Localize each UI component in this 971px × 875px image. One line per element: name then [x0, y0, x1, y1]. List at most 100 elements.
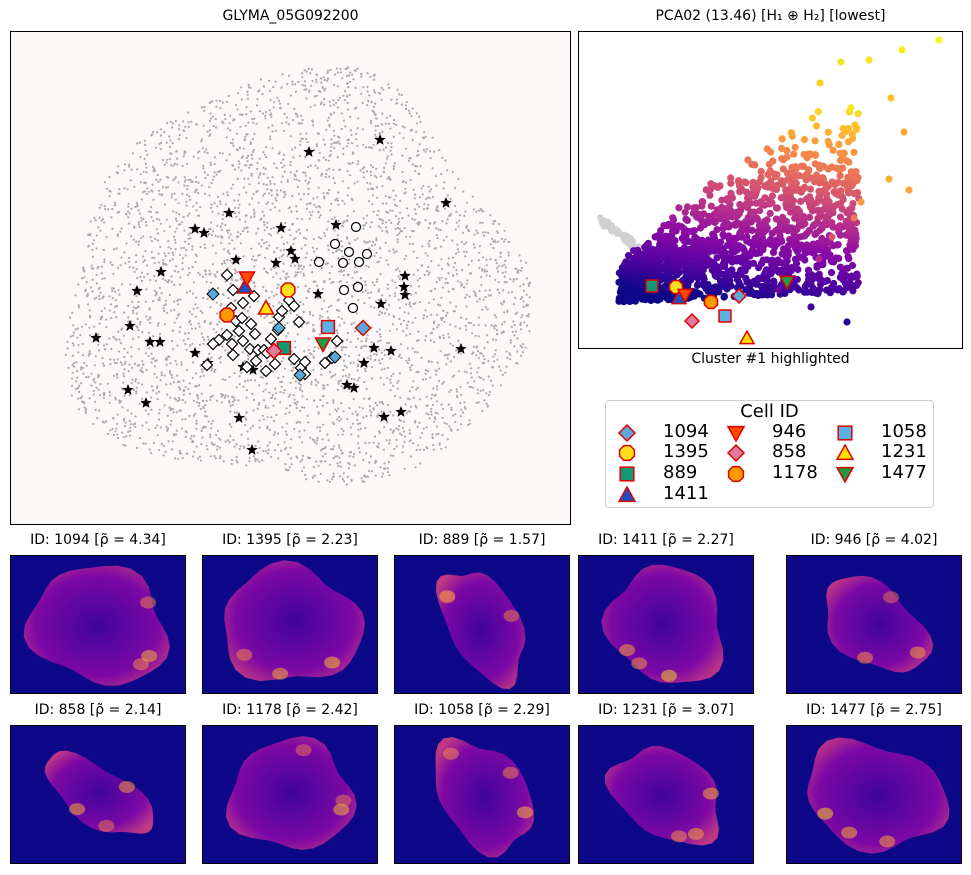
background-cell-point — [221, 378, 224, 381]
background-cell-point — [437, 323, 440, 327]
background-cell-point — [123, 368, 126, 371]
background-cell-point — [408, 390, 412, 393]
background-cell-point — [377, 430, 381, 433]
background-cell-point — [209, 117, 213, 120]
background-cell-point — [152, 357, 155, 360]
background-cell-point — [94, 381, 97, 384]
background-cell-point — [102, 396, 105, 399]
background-cell-point — [420, 187, 423, 190]
background-cell-point — [327, 248, 330, 251]
background-cell-point — [361, 480, 364, 483]
background-cell-point — [289, 308, 292, 312]
background-cell-point — [175, 211, 178, 214]
background-cell-point — [171, 251, 174, 254]
background-cell-point — [191, 376, 194, 379]
background-cell-point — [441, 316, 444, 320]
background-cell-point — [156, 131, 159, 134]
background-cell-point — [453, 355, 456, 359]
background-cell-point — [240, 86, 243, 89]
background-cell-point — [328, 167, 331, 170]
background-cell-point — [323, 299, 326, 302]
background-cell-point — [88, 334, 92, 337]
background-cell-point — [310, 84, 313, 87]
background-cell-point — [202, 399, 205, 403]
background-cell-point — [311, 79, 314, 82]
background-cell-point — [265, 247, 268, 250]
background-cell-point — [219, 455, 222, 458]
background-cell-point — [398, 372, 401, 375]
background-cell-point — [340, 270, 343, 273]
background-cell-point — [171, 122, 174, 125]
background-cell-point — [340, 385, 343, 388]
background-cell-point — [391, 279, 394, 282]
background-cell-point — [292, 394, 295, 397]
star-marker — [189, 222, 201, 234]
background-cell-point — [204, 246, 207, 250]
background-cell-point — [495, 267, 499, 270]
background-cell-point — [114, 430, 117, 433]
pca-point — [836, 263, 844, 271]
background-cell-point — [123, 169, 126, 172]
background-cell-point — [266, 271, 269, 275]
background-cell-point — [395, 194, 398, 197]
background-cell-point — [118, 293, 121, 296]
background-cell-point — [347, 241, 350, 244]
background-cell-point — [237, 160, 240, 163]
background-cell-point — [263, 214, 266, 217]
background-cell-point — [410, 293, 413, 296]
background-cell-point — [258, 157, 261, 160]
star-marker — [399, 288, 411, 300]
background-cell-point — [280, 385, 283, 388]
background-cell-point — [382, 88, 385, 91]
background-cell-point — [382, 402, 385, 405]
background-cell-point — [285, 121, 288, 124]
background-cell-point — [372, 78, 375, 81]
background-cell-point — [187, 179, 190, 182]
background-cell-point — [366, 90, 369, 93]
open-diamond-marker — [200, 358, 214, 372]
background-cell-point — [157, 390, 161, 393]
background-cell-point — [471, 332, 474, 335]
background-cell-point — [123, 355, 126, 359]
background-cell-point — [166, 358, 169, 361]
background-cell-point — [85, 376, 88, 379]
background-cell-point — [271, 124, 274, 127]
background-cell-point — [379, 175, 383, 178]
background-cell-point — [267, 406, 270, 409]
background-cell-point — [210, 203, 213, 206]
background-cell-point — [463, 370, 466, 373]
background-cell-point — [525, 293, 528, 296]
open-diamond-marker — [220, 328, 234, 342]
background-cell-point — [342, 410, 345, 413]
background-cell-point — [123, 362, 126, 365]
background-cell-point — [404, 254, 408, 257]
open-circle-marker — [343, 246, 355, 258]
background-cell-point — [507, 291, 510, 294]
background-cell-point — [315, 379, 318, 382]
pca-point — [805, 213, 814, 221]
background-cell-point — [167, 252, 170, 255]
background-cell-point — [263, 229, 266, 232]
background-cell-point — [177, 223, 180, 226]
background-cell-point — [223, 113, 226, 116]
background-cell-point — [445, 363, 448, 366]
background-cell-point — [215, 301, 218, 304]
background-cell-point — [283, 441, 286, 444]
background-cell-point — [372, 143, 375, 146]
background-cell-point — [155, 217, 158, 220]
background-cell-point — [465, 250, 468, 254]
background-cell-point — [265, 146, 268, 149]
background-cell-point — [370, 305, 373, 308]
background-cell-point — [92, 389, 95, 392]
background-cell-point — [338, 324, 341, 327]
cluster-cell-marker — [293, 368, 307, 382]
background-cell-point — [340, 402, 343, 405]
background-cell-point — [122, 334, 126, 337]
background-cell-point — [172, 253, 175, 256]
background-cell-point — [412, 302, 415, 306]
background-cell-point — [112, 417, 115, 420]
background-cell-point — [365, 264, 368, 267]
background-cell-point — [209, 206, 213, 209]
background-cell-point — [212, 230, 215, 233]
background-cell-point — [371, 244, 374, 247]
